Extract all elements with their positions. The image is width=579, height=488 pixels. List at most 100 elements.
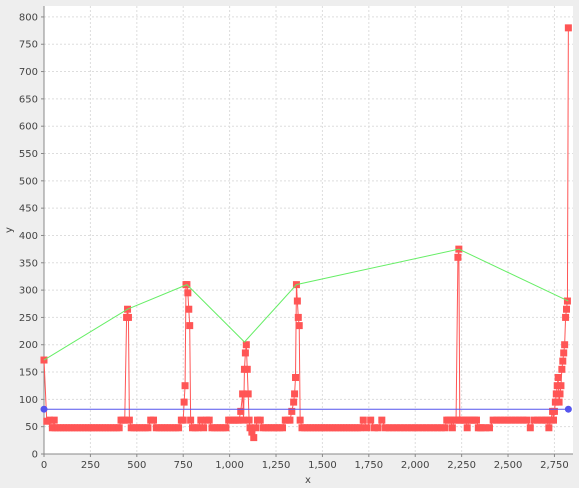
- data-point: [404, 424, 412, 432]
- data-point: [563, 305, 571, 313]
- data-point: [244, 390, 252, 398]
- data-point: [295, 322, 303, 330]
- data-point: [250, 434, 258, 442]
- series-1: [43, 248, 569, 361]
- data-point: [461, 416, 469, 424]
- y-tick-label: 650: [19, 94, 38, 105]
- x-tick-label: 250: [81, 460, 100, 471]
- data-point: [46, 416, 54, 424]
- data-point: [370, 424, 378, 432]
- y-tick-label: 0: [32, 450, 38, 461]
- data-point: [553, 382, 561, 390]
- x-tick-label: 1,750: [355, 460, 384, 471]
- data-point: [185, 305, 193, 313]
- data-point: [385, 424, 393, 432]
- data-point: [441, 424, 449, 432]
- data-point: [222, 424, 230, 432]
- data-point: [359, 416, 367, 424]
- data-point: [237, 407, 245, 415]
- data-point: [448, 424, 456, 432]
- data-point: [530, 416, 538, 424]
- data-point: [519, 416, 527, 424]
- data-point: [389, 424, 397, 432]
- data-point: [560, 349, 568, 357]
- data-point: [292, 374, 300, 382]
- data-point: [559, 357, 567, 365]
- data-point: [200, 424, 208, 432]
- y-tick-label: 300: [19, 286, 38, 297]
- data-point: [556, 390, 564, 398]
- y-tick-label: 450: [19, 204, 38, 215]
- y-axis-label: y: [4, 227, 15, 233]
- x-tick-label: 2,500: [494, 460, 523, 471]
- data-point: [367, 416, 375, 424]
- data-point: [180, 398, 188, 406]
- data-point: [239, 390, 247, 398]
- data-point: [478, 424, 486, 432]
- data-point: [291, 390, 299, 398]
- y-tick-label: 200: [19, 340, 38, 351]
- data-point: [240, 416, 248, 424]
- y-tick-label: 50: [25, 422, 38, 433]
- y-tick-label: 150: [19, 368, 38, 379]
- data-point: [181, 382, 189, 390]
- data-point: [422, 424, 430, 432]
- data-point: [446, 416, 454, 424]
- data-point: [242, 341, 250, 349]
- data-point: [187, 416, 195, 424]
- data-point: [485, 424, 493, 432]
- data-point: [511, 416, 519, 424]
- data-point: [558, 365, 566, 373]
- data-point: [500, 416, 508, 424]
- axes: 0 250 500 750 1,000 1,250 1,500 1,750 2,000 2,250…: [19, 6, 573, 471]
- data-point: [144, 424, 152, 432]
- data-point: [493, 416, 501, 424]
- data-point: [472, 416, 480, 424]
- data-point: [184, 289, 192, 297]
- data-point: [248, 428, 256, 436]
- data-point: [197, 416, 205, 424]
- data-point: [408, 424, 416, 432]
- data-point: [426, 424, 434, 432]
- data-point: [150, 416, 158, 424]
- series-2: [40, 405, 572, 413]
- x-tick-label: 2,750: [540, 460, 569, 471]
- data-point: [463, 424, 471, 432]
- data-point: [550, 416, 558, 424]
- data-point: [256, 416, 264, 424]
- data-point: [543, 416, 551, 424]
- data-point: [378, 416, 386, 424]
- data-point: [363, 424, 371, 432]
- data-point: [489, 416, 497, 424]
- x-tick-label: 1,500: [308, 460, 337, 471]
- data-point: [564, 405, 572, 413]
- x-axis-label: x: [305, 475, 311, 484]
- data-point: [252, 424, 260, 432]
- data-point: [50, 416, 58, 424]
- data-point: [415, 424, 423, 432]
- data-point: [561, 341, 569, 349]
- data-point: [393, 424, 401, 432]
- x-tick-label: 0: [41, 460, 47, 471]
- data-point: [294, 313, 302, 321]
- y-tick-label: 350: [19, 258, 38, 269]
- data-point: [434, 424, 442, 432]
- y-tick-label: 800: [19, 12, 38, 23]
- y-tick-label: 700: [19, 67, 38, 78]
- y-tick-label: 600: [19, 122, 38, 133]
- data-point: [504, 416, 512, 424]
- data-point: [293, 297, 301, 305]
- x-tick-label: 1,250: [262, 460, 291, 471]
- data-point: [205, 416, 213, 424]
- data-point: [40, 405, 48, 413]
- data-point: [179, 416, 187, 424]
- data-point: [497, 416, 505, 424]
- data-point: [562, 313, 570, 321]
- y-tick-label: 250: [19, 313, 38, 324]
- data-point: [411, 424, 419, 432]
- data-point: [235, 416, 243, 424]
- data-point: [552, 390, 560, 398]
- data-point: [288, 407, 296, 415]
